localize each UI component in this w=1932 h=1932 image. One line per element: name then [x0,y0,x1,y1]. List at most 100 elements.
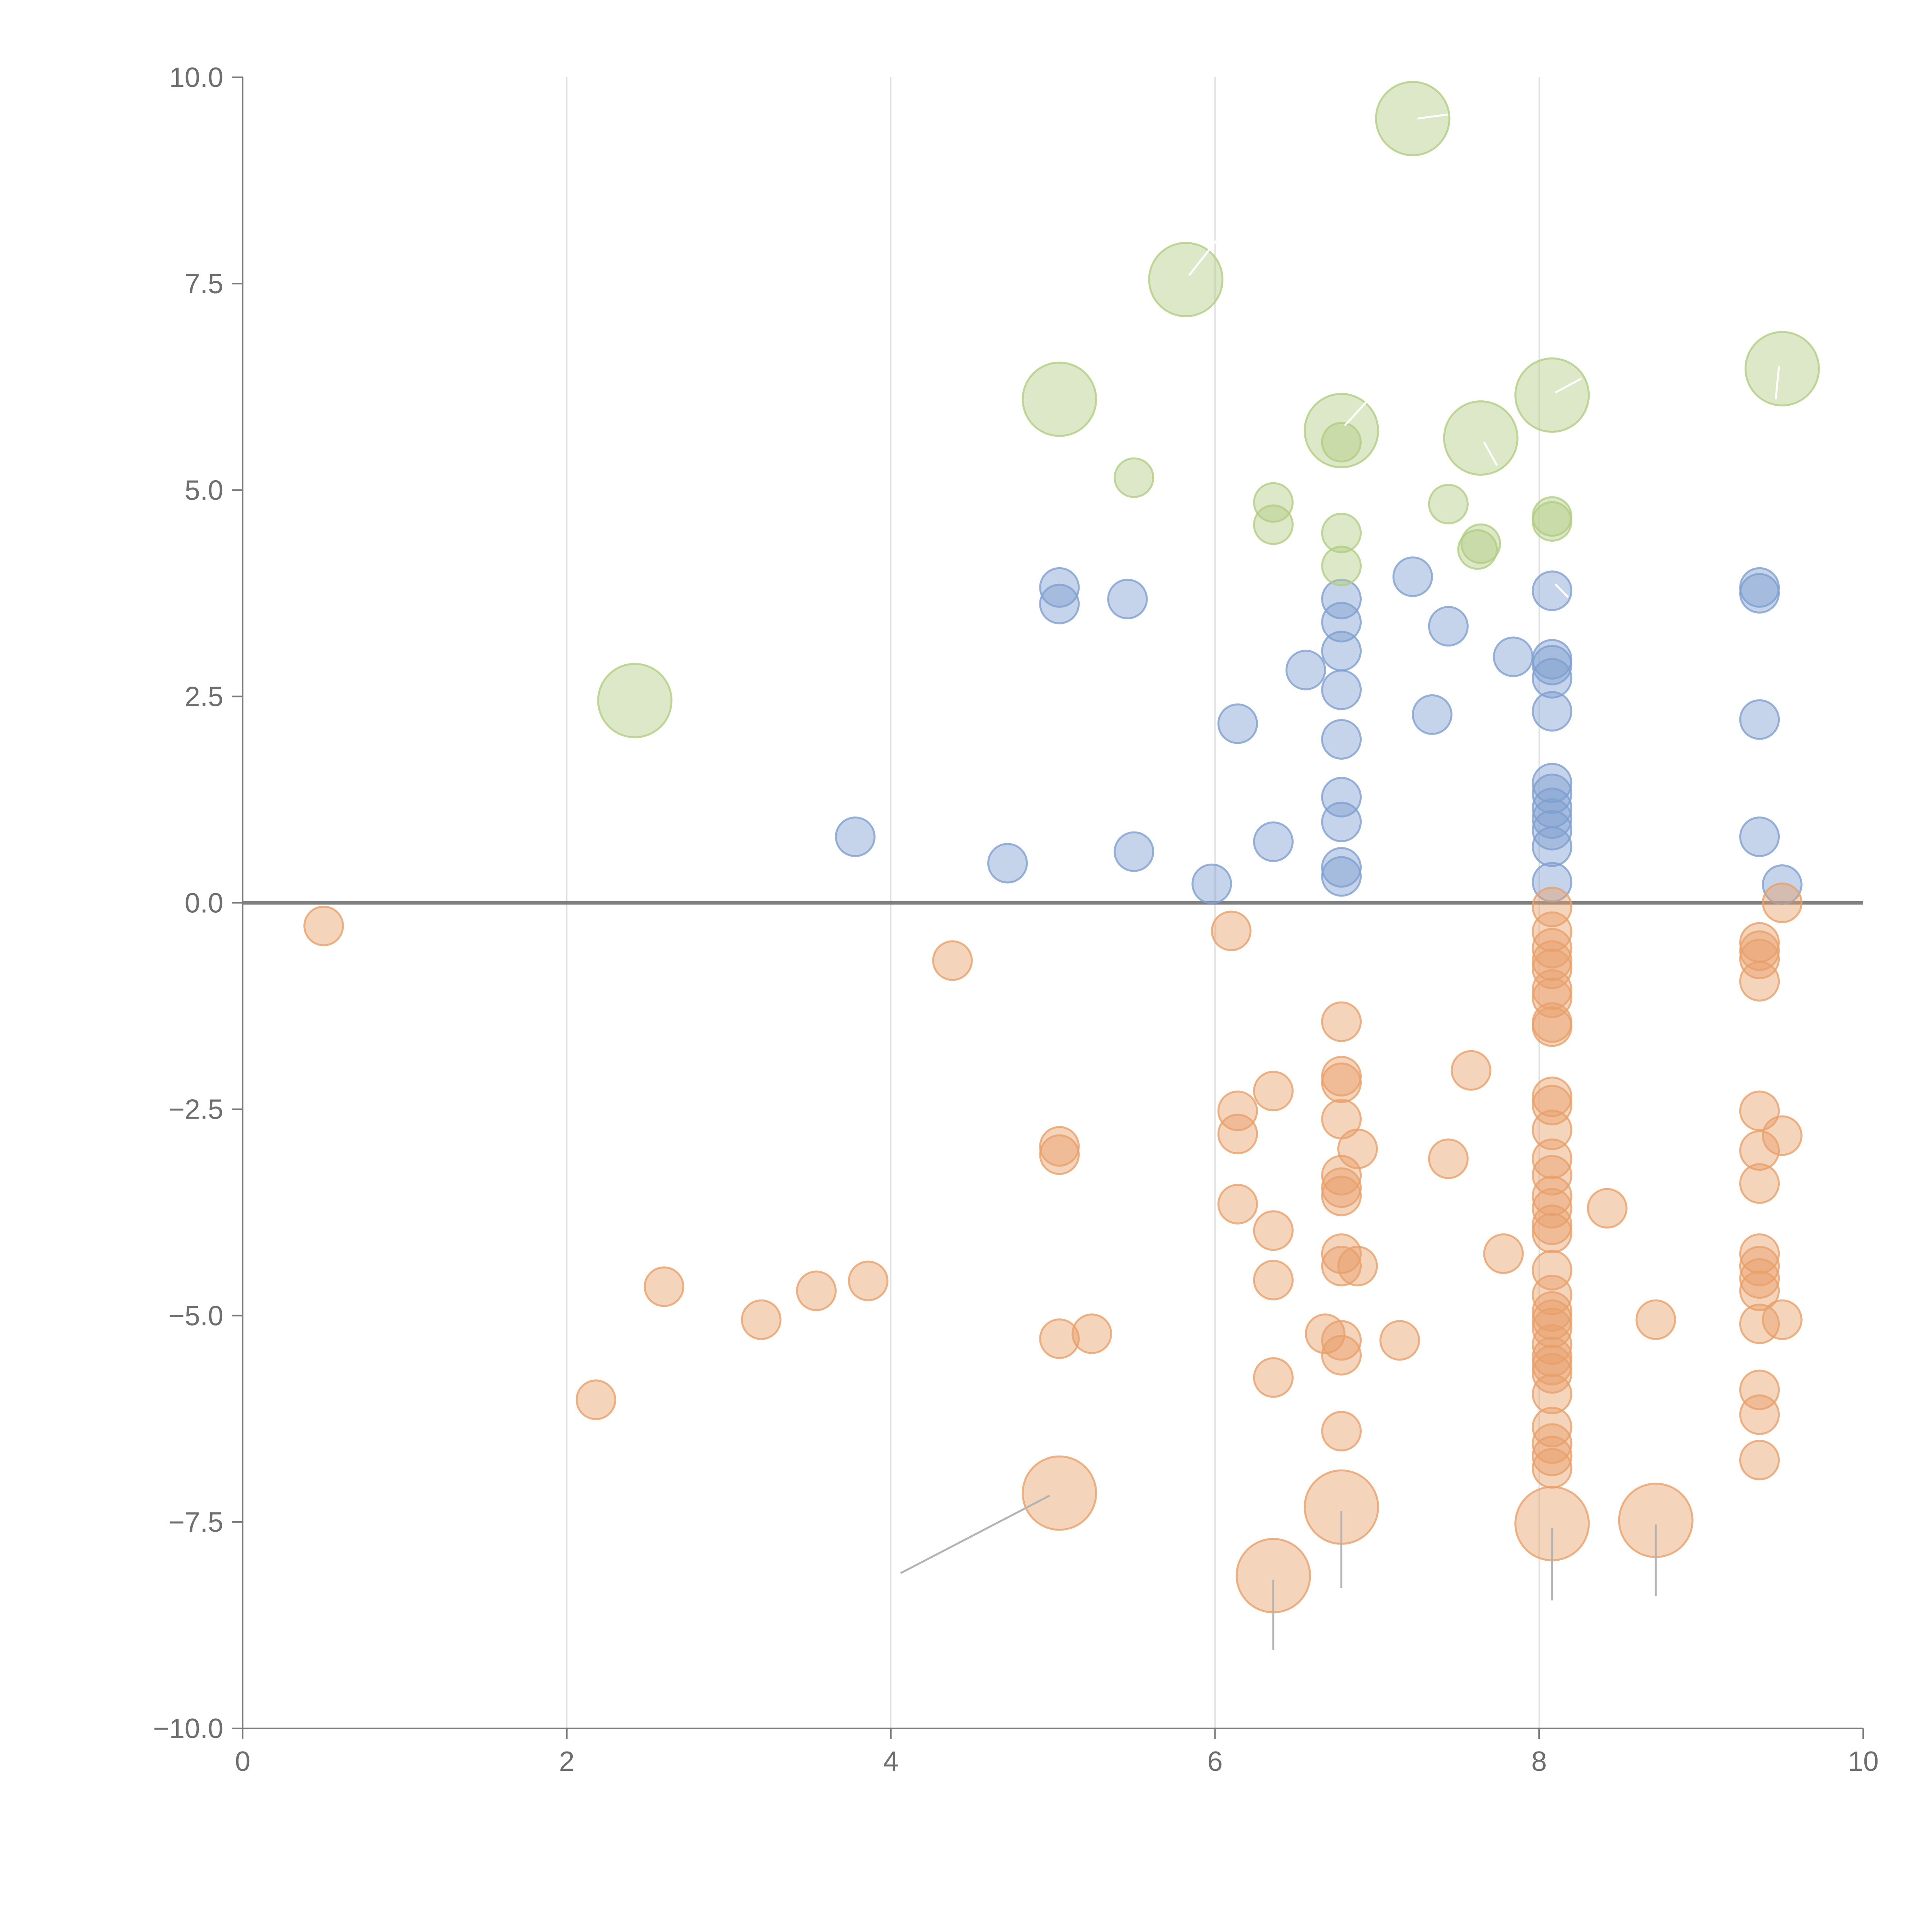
negative-point [1532,1324,1573,1365]
y-tick-label: 0.0 [185,888,223,919]
negative-point [1321,1335,1362,1376]
negative-point [1337,1128,1378,1169]
positive-point [1532,810,1573,850]
negative-point [1587,1188,1628,1229]
negative-point [1217,1114,1258,1155]
highlight-large-point [1304,393,1379,468]
positive-point [1532,691,1573,732]
x-tick-label: 6 [1207,1746,1223,1777]
negative-point [1532,928,1573,969]
negative-point [1532,1435,1573,1476]
y-tick-label: 5.0 [185,475,223,506]
positive-point [1532,645,1573,685]
x-tick-label: 8 [1531,1746,1547,1777]
y-tick-label: −2.5 [168,1094,223,1125]
negative-point [1321,1411,1362,1452]
positive-point [1321,847,1362,888]
negative-point [1532,1085,1573,1126]
positive-point [1321,719,1362,760]
negative-point [1739,1258,1780,1299]
positive-point [1739,699,1780,740]
y-tick-label: −10.0 [153,1713,223,1744]
negative-point [1532,948,1573,989]
annotation-leader-line [1188,238,1219,276]
leader-layer [900,113,1780,1650]
highlight-large-point [1514,357,1590,433]
positive-point [987,843,1028,884]
negative-large-point [1022,1455,1097,1531]
positive-point [1739,573,1780,614]
positive-point [1762,864,1803,905]
negative-point [1532,1274,1573,1315]
negative-point [1321,1155,1362,1196]
negative-point [1739,1369,1780,1410]
negative-point [1532,1337,1573,1378]
positive-point [1039,567,1080,608]
annotation-leader-line [1554,378,1582,394]
positive-point [1039,583,1080,624]
positive-point [1285,650,1326,690]
negative-point [1532,886,1573,927]
negative-point [1739,930,1780,971]
points-layer [303,81,1820,1614]
negative-point [1532,977,1573,1018]
negative-point [1253,1071,1294,1112]
negative-point [1253,1260,1294,1301]
positive-point [1321,602,1362,643]
negative-point [1039,1126,1080,1167]
negative-point [1379,1320,1420,1361]
negative-point [1071,1313,1112,1354]
negative-point [1739,1440,1780,1481]
highlight-large-point [1744,331,1820,406]
negative-point [1532,1213,1573,1253]
negative-point [1739,1270,1780,1311]
negative-point [1739,1163,1780,1204]
y-tick-label: 10.0 [169,62,223,93]
annotation-leader-line [900,1495,1050,1574]
negative-point [1762,1299,1803,1340]
y-tick-label: 2.5 [185,681,223,712]
positive-point [1428,606,1469,647]
negative-point [1739,961,1780,1002]
negative-point [1211,910,1252,951]
negative-point [1532,911,1573,952]
negative-point [1532,1188,1573,1229]
positive-point [1739,816,1780,857]
y-tick-label: 7.5 [185,269,223,299]
positive-point [1532,658,1573,699]
negative-point [1451,1050,1492,1091]
positive-point [1107,578,1148,619]
positive-point [1321,631,1362,672]
negative-point [575,1379,616,1420]
negative-point [1305,1313,1346,1354]
negative-point [1739,1394,1780,1435]
highlight-point [1253,504,1294,545]
negative-point [1532,1308,1573,1349]
negative-point [1635,1299,1676,1340]
positive-point [1321,578,1362,619]
positive-point [1532,826,1573,867]
positive-point [1321,669,1362,710]
x-tick-label: 10 [1848,1746,1879,1777]
negative-point [1532,1448,1573,1489]
highlight-point [1532,501,1573,542]
highlight-point [1428,484,1469,525]
negative-point [848,1260,889,1301]
negative-point [1321,1167,1362,1208]
negative-point [1532,1155,1573,1196]
negative-point [1532,1077,1573,1117]
negative-point [1532,1353,1573,1394]
axes-layer [232,77,1864,1739]
positive-point [1392,556,1433,597]
y-tick-label: −5.0 [168,1301,223,1332]
highlight-point [1321,512,1362,553]
negative-point [1253,1210,1294,1251]
highlight-large-point [597,663,673,738]
negative-point [932,940,973,981]
positive-point [1532,570,1573,611]
annotation-leader-line [1344,400,1368,427]
positive-point [1114,831,1155,872]
negative-point [1532,1250,1573,1291]
negative-point [1253,1357,1294,1398]
